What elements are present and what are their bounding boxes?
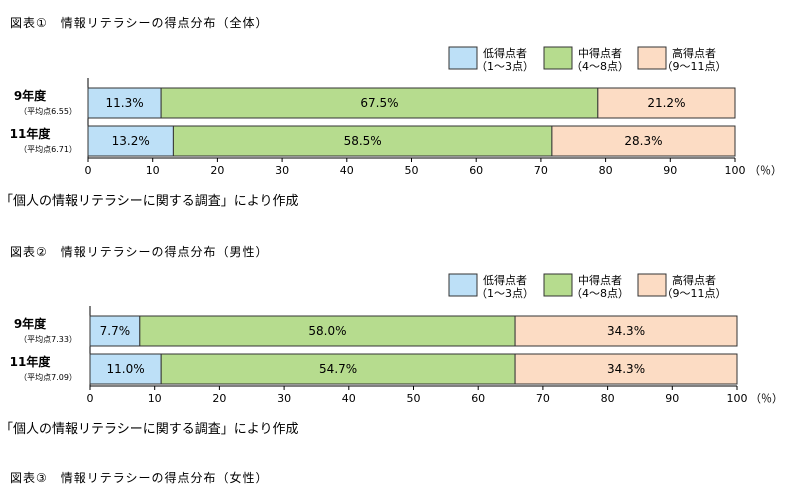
bar-segment (551, 125, 736, 157)
x-tick-label: 70 (536, 392, 550, 405)
category-sublabel: （平均点7.09） (19, 372, 77, 382)
bar-segment (89, 353, 162, 385)
legend-range: （9～11点） (662, 60, 727, 73)
legend-label: 高得点者 (672, 273, 716, 287)
x-tick-label: 80 (599, 164, 613, 177)
legend-range: （4～8点） (571, 287, 629, 300)
x-tick-label: 40 (340, 164, 354, 177)
legend-label: 低得点者 (483, 274, 527, 287)
chart2-title: 図表② 情報リテラシーの得点分布（男性） (10, 245, 269, 259)
x-tick-label: 50 (407, 392, 421, 405)
chart1-source: 「個人の情報リテラシーに関する調査」により作成 (0, 194, 299, 209)
x-tick-label: 10 (148, 392, 162, 405)
x-tick-label: 20 (210, 164, 224, 177)
category-label: 9年度 (14, 88, 47, 103)
bar-data-label: 11.3% (105, 96, 143, 110)
bar-data-label: 54.7% (319, 362, 357, 376)
x-tick-label: 50 (405, 164, 419, 177)
legend-swatch (448, 46, 478, 70)
legend-swatch (543, 46, 573, 70)
x-tick-label: 90 (663, 164, 677, 177)
x-axis-unit: （％） (749, 164, 782, 177)
chart3-title: 図表③ 情報リテラシーの得点分布（女性） (10, 471, 269, 485)
bar-segment (87, 87, 162, 119)
bar-segment (514, 353, 738, 385)
category-label: 9年度 (14, 316, 47, 331)
legend-swatch (637, 46, 667, 70)
bar-segment (89, 315, 141, 347)
x-tick-label: 80 (601, 392, 615, 405)
legend-label: 低得点者 (483, 47, 527, 60)
x-tick-label: 60 (471, 392, 485, 405)
bar-data-label: 58.0% (308, 324, 346, 338)
legend-range: （9～11点） (662, 287, 727, 300)
category-sublabel: （平均点6.71） (19, 144, 77, 154)
bar-data-label: 28.3% (624, 134, 662, 148)
chart2-svg: 低得点者（1～3点） 中得点者（4～8点） 高得点者（9～11点） 0 10 20 30 40… (10, 273, 783, 405)
bar-segment (514, 315, 738, 347)
x-tick-label: 90 (665, 392, 679, 405)
x-tick-label: 0 (85, 164, 92, 177)
legend-range: （1～3点） (476, 287, 534, 300)
bar-data-label: 7.7% (100, 324, 131, 338)
bar-segment (160, 87, 599, 119)
legend-swatch (637, 273, 667, 297)
x-tick-label: 100 (725, 164, 746, 177)
x-tick-label: 40 (342, 392, 356, 405)
x-tick-label: 70 (534, 164, 548, 177)
bar-data-label: 34.3% (607, 324, 645, 338)
legend-label: 中得点者 (578, 47, 622, 60)
category-label: 11年度 (10, 126, 52, 141)
chart1-title: 図表① 情報リテラシーの得点分布（全体） (10, 16, 269, 30)
chart2-source: 「個人の情報リテラシーに関する調査」により作成 (0, 422, 299, 437)
legend-swatch (448, 273, 478, 297)
legend-label: 高得点者 (672, 46, 716, 60)
x-tick-label: 100 (727, 392, 748, 405)
x-tick-label: 10 (146, 164, 160, 177)
x-tick-label: 30 (275, 164, 289, 177)
legend-swatch (543, 273, 573, 297)
x-tick-label: 0 (87, 392, 94, 405)
bar-segment (597, 87, 736, 119)
bar-segment (172, 125, 553, 157)
bar-data-label: 58.5% (344, 134, 382, 148)
x-tick-label: 60 (469, 164, 483, 177)
bar-data-label: 11.0% (107, 362, 145, 376)
x-tick-label: 20 (212, 392, 226, 405)
legend-range: （4～8点） (571, 60, 629, 73)
category-sublabel: （平均点6.55） (19, 106, 77, 116)
chart1-svg: 低得点者（1～3点） 中得点者（4～8点） 高得点者（9～11点） 0 10 20 30 40… (10, 46, 782, 177)
x-tick-label: 30 (277, 392, 291, 405)
bar-data-label: 34.3% (607, 362, 645, 376)
bar-data-label: 67.5% (360, 96, 398, 110)
legend-range: （1～3点） (476, 60, 534, 73)
x-axis-unit: （％） (750, 392, 783, 405)
category-sublabel: （平均点7.33） (19, 334, 77, 344)
legend-label: 中得点者 (578, 274, 622, 287)
bar-data-label: 21.2% (647, 96, 685, 110)
bar-data-label: 13.2% (112, 134, 150, 148)
bar-segment (87, 125, 174, 157)
category-label: 11年度 (10, 354, 52, 369)
